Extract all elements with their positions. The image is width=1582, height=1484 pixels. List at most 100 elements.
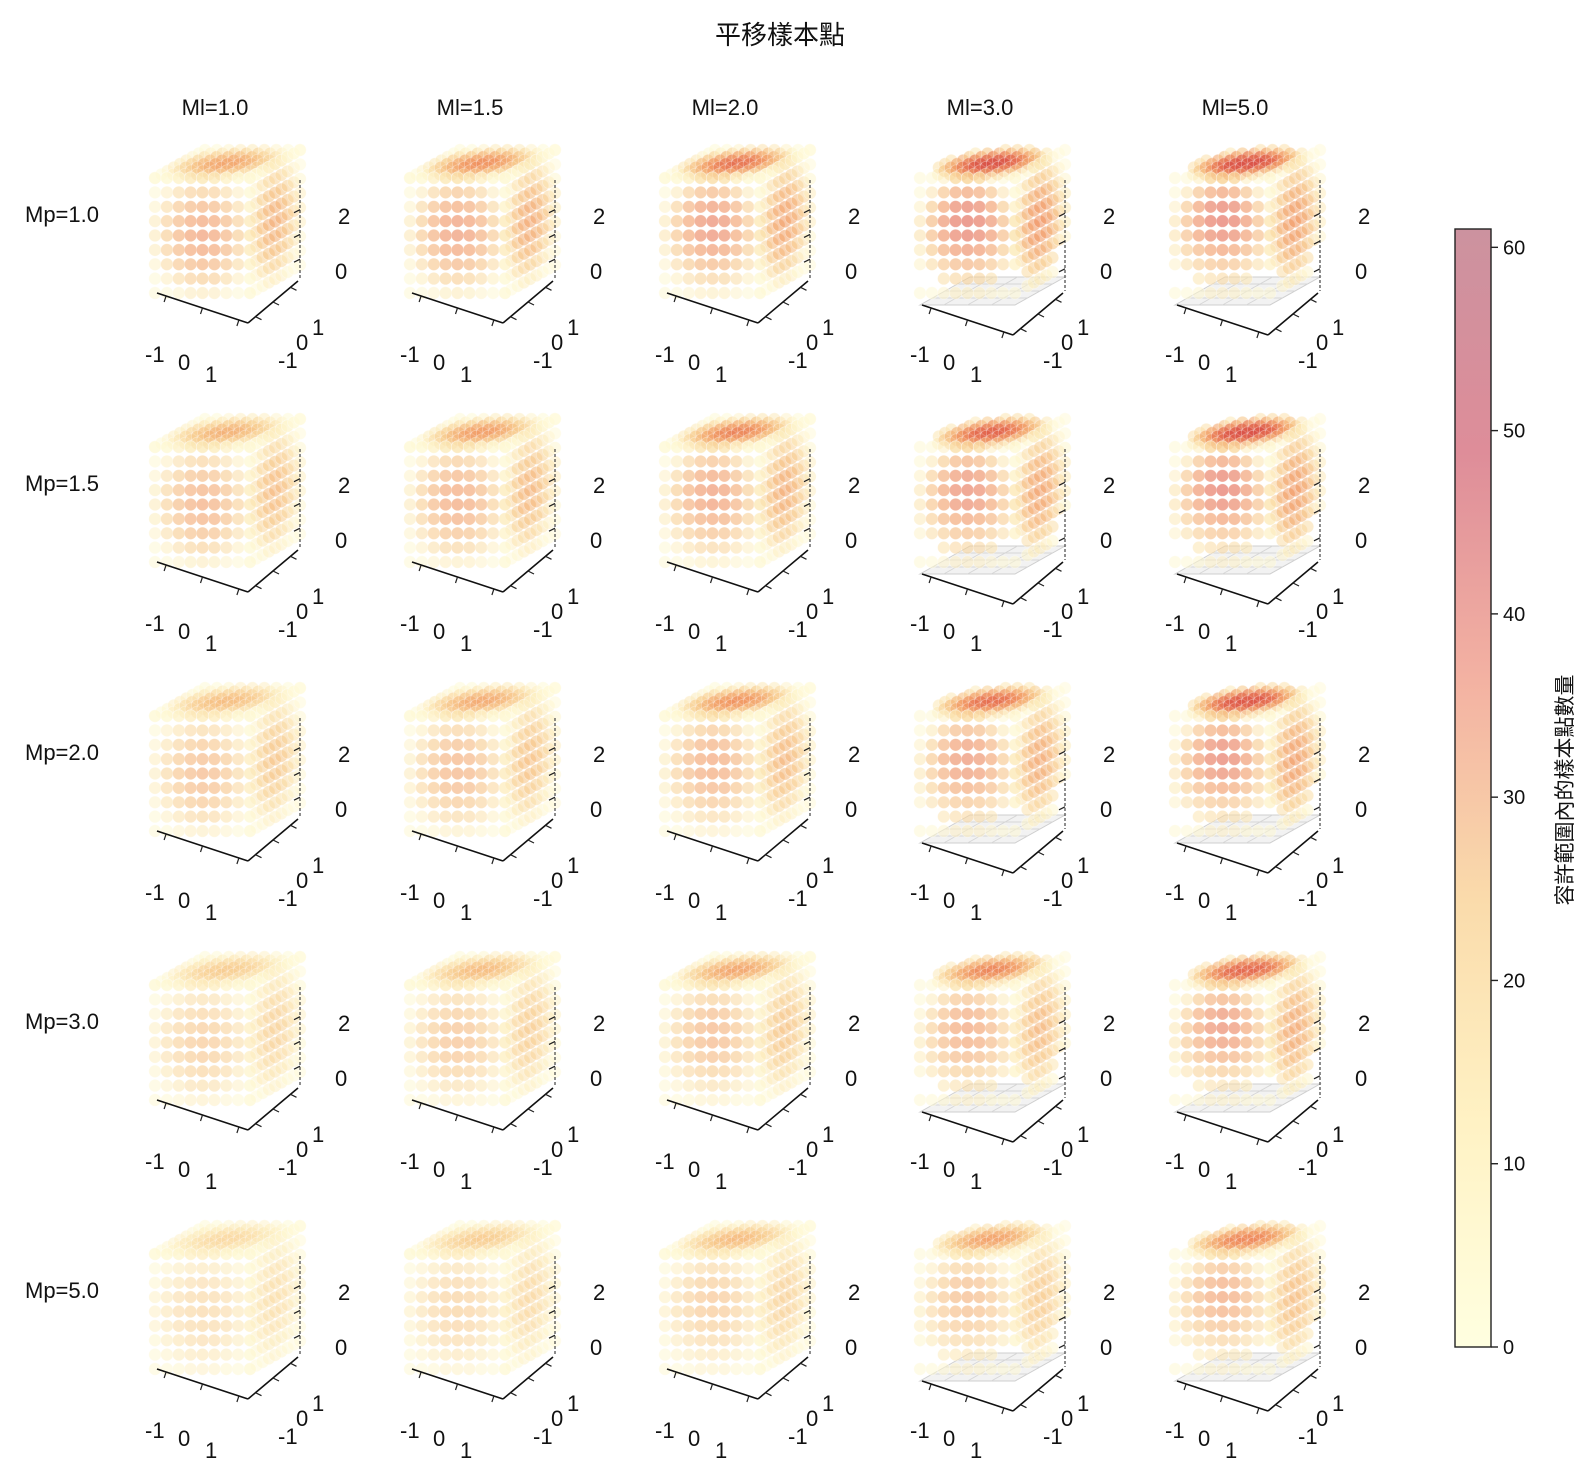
scatter-point: [474, 795, 488, 809]
scatter-point: [960, 1093, 975, 1107]
scatter-point: [693, 795, 708, 809]
scatter-point: [717, 171, 732, 185]
scatter-point: [1192, 228, 1206, 243]
scatter-point: [183, 709, 198, 723]
x-tick-mark: [1001, 1138, 1005, 1146]
scatter-point: [1180, 171, 1194, 185]
scatter-point: [486, 1007, 500, 1021]
scatter-point: [984, 795, 998, 809]
scatter-point: [450, 200, 465, 214]
scatter-point: [682, 440, 696, 454]
y-tick-label: 0: [1316, 599, 1328, 624]
scatter-point: [462, 766, 477, 781]
scatter-point: [1008, 214, 1022, 228]
y-tick-label: -1: [278, 617, 298, 642]
scatter-point: [658, 440, 672, 454]
scatter-point: [415, 1035, 429, 1050]
scatter-point: [1251, 440, 1265, 454]
x-tick-mark: [1001, 331, 1005, 339]
scatter-point: [474, 824, 488, 838]
scatter-point: [219, 200, 233, 214]
scatter-point: [415, 526, 429, 540]
scatter-point: [172, 1064, 186, 1078]
scatter-point: [1263, 286, 1277, 300]
x-tick-mark: [454, 845, 459, 853]
scatter-point: [741, 1050, 755, 1064]
scatter-point: [741, 1093, 755, 1107]
scatter-point: [693, 1093, 708, 1107]
scatter-point: [1168, 795, 1182, 809]
z-tick-mark: [1058, 806, 1066, 811]
scatter-point: [1227, 272, 1242, 286]
scatter-point: [1263, 483, 1277, 497]
x-tick-mark: [928, 1114, 932, 1122]
x-tick-label: 0: [1198, 350, 1210, 375]
scatter-point: [1239, 824, 1253, 838]
scatter-point: [1239, 795, 1253, 809]
scatter-point: [207, 272, 222, 286]
scatter-point: [172, 243, 186, 257]
scatter-point: [996, 752, 1010, 766]
scatter-point: [741, 1035, 755, 1050]
scatter-point: [693, 709, 708, 723]
x-tick-mark: [418, 295, 422, 303]
y-tick-label: 0: [1061, 868, 1073, 893]
scatter-point: [148, 454, 162, 469]
z-tick-mark: [803, 527, 811, 532]
scatter-point: [984, 257, 998, 271]
scatter-point: [705, 1050, 720, 1064]
scatter-point: [172, 1079, 186, 1093]
scatter-point: [658, 272, 672, 286]
scatter-point: [984, 1021, 998, 1035]
scatter-point: [729, 1079, 743, 1093]
scatter-point: [195, 512, 210, 526]
x-tick-label: 0: [688, 1157, 700, 1182]
scatter-point: [486, 1079, 500, 1093]
z-tick-label: 0: [335, 797, 347, 822]
scatter-point: [148, 1007, 162, 1021]
scatter-point: [717, 1064, 732, 1078]
scatter-point: [486, 738, 500, 752]
x-tick-mark: [928, 307, 932, 315]
scatter-point: [403, 709, 417, 723]
scatter-point: [1192, 272, 1206, 286]
scatter-point: [996, 286, 1010, 300]
scatter-point: [183, 440, 198, 454]
x-tick-label: 1: [1225, 900, 1237, 925]
scatter-point: [1168, 454, 1182, 469]
scatter-point: [1300, 534, 1315, 548]
scatter-point: [948, 795, 963, 809]
scatter-point: [753, 766, 767, 781]
scatter-point: [803, 681, 817, 695]
scatter-point: [1008, 723, 1022, 738]
scatter-point: [1008, 1050, 1022, 1064]
y-tick-label: 1: [567, 584, 579, 609]
scatter-point: [984, 440, 998, 454]
scatter-point: [693, 512, 708, 526]
scatter-point: [498, 781, 512, 795]
scatter-point: [450, 171, 465, 185]
scatter-point: [219, 738, 233, 752]
scatter-point: [670, 766, 684, 781]
scatter-point: [948, 766, 963, 781]
x-tick-label: -1: [145, 880, 165, 905]
z-tick-label: 0: [1100, 1066, 1112, 1091]
scatter-point: [729, 512, 743, 526]
scatter-point: [682, 526, 696, 540]
y-tick-mark: [782, 570, 790, 575]
scatter-point: [937, 795, 951, 809]
y-tick-mark: [1055, 1105, 1062, 1110]
scatter-point: [231, 214, 245, 228]
scatter-point: [474, 738, 488, 752]
scatter-point: [1058, 143, 1072, 157]
scatter-point: [427, 752, 441, 766]
scatter-point: [693, 1035, 708, 1050]
scatter-point: [160, 243, 174, 257]
scatter-point: [231, 257, 245, 271]
scatter-point: [219, 810, 233, 824]
scatter-point: [1203, 257, 1218, 271]
scatter-point: [243, 454, 257, 469]
